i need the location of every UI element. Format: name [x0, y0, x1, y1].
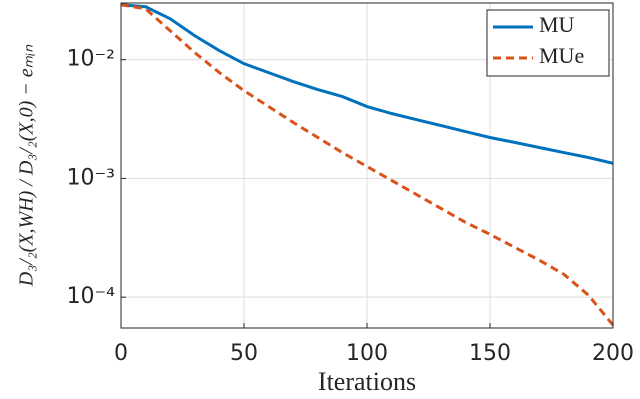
y-axis-label: D₃/₂(X,WH) / D₃/₂(X,0) − eₘᵢₙ — [16, 44, 38, 288]
legend-label: MUe — [539, 43, 584, 68]
legend-label: MU — [539, 12, 575, 37]
y-tick-label: 10⁻³ — [67, 165, 115, 190]
x-tick-label: 100 — [346, 341, 388, 366]
axes-box — [120, 2, 614, 329]
x-axis-label: Iterations — [318, 367, 416, 396]
series-line — [120, 3, 615, 327]
y-tick-label: 10⁻⁴ — [67, 284, 116, 309]
x-tick-label: 0 — [114, 341, 128, 366]
x-tick-label: 150 — [469, 341, 511, 366]
legend-box — [486, 9, 610, 77]
legend: MU MUe — [486, 9, 610, 77]
y-tick-label: 10⁻² — [67, 47, 115, 72]
x-tick-label: 200 — [592, 341, 634, 366]
x-tick-label: 50 — [230, 341, 258, 366]
series-line — [120, 3, 614, 165]
